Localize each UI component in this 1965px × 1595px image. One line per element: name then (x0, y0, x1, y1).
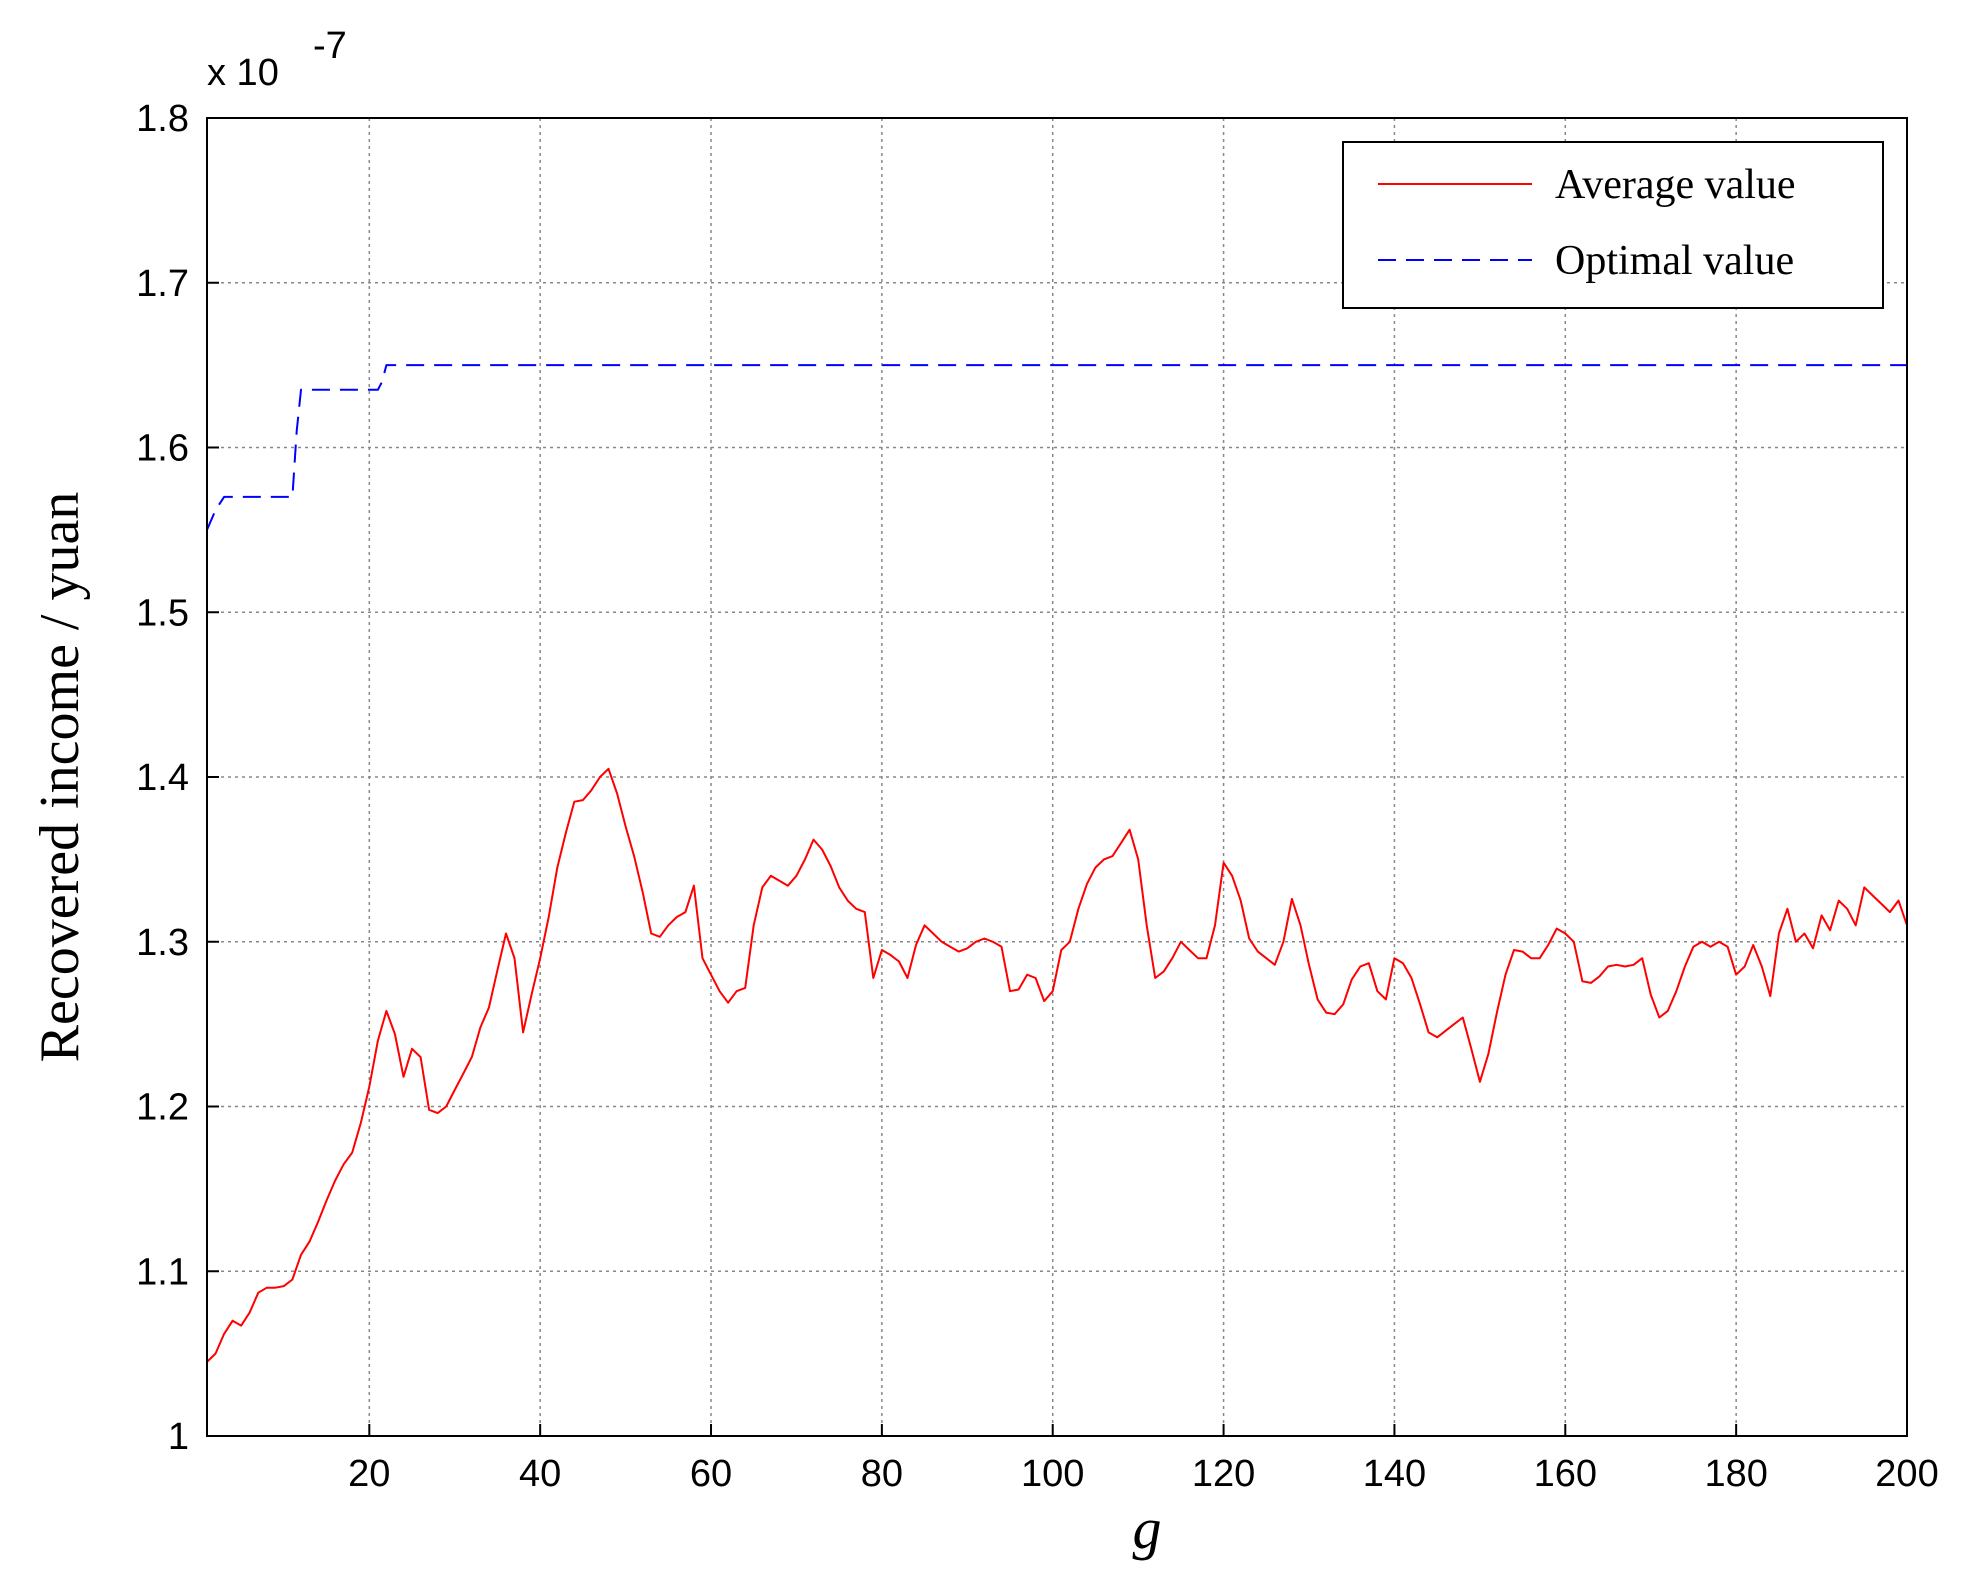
x-tick-label-0: 20 (348, 1453, 390, 1495)
x-tick-label-5: 120 (1192, 1453, 1255, 1495)
y-exponent-power: -7 (313, 25, 347, 67)
y-tick-label-3: 1.3 (136, 922, 189, 964)
legend: Average value Optimal value (1342, 141, 1884, 309)
x-tick-label-1: 40 (519, 1453, 561, 1495)
y-tick-label-4: 1.4 (136, 757, 189, 799)
y-tick-label-0: 1 (168, 1416, 189, 1458)
y-tick-label-6: 1.6 (136, 428, 189, 470)
x-tick-label-9: 200 (1875, 1453, 1938, 1495)
x-tick-label-3: 80 (861, 1453, 903, 1495)
x-axis-label: g (1133, 1496, 1162, 1561)
x-tick-label-4: 100 (1021, 1453, 1084, 1495)
series-optimal-value (206, 364, 1907, 531)
series-layer (206, 364, 1908, 1363)
x-tick-label-6: 140 (1363, 1453, 1426, 1495)
legend-label-average: Average value (1555, 162, 1796, 208)
series-average-value (206, 767, 1908, 1363)
y-tick-label-7: 1.7 (136, 263, 189, 305)
x-tick-label-7: 160 (1534, 1453, 1597, 1495)
y-exponent-base: x 10 (207, 52, 279, 94)
y-tick-label-2: 1.2 (136, 1087, 189, 1129)
legend-box (1342, 141, 1884, 309)
y-tick-label-1: 1.1 (136, 1251, 189, 1293)
y-tick-label-5: 1.5 (136, 592, 189, 634)
y-axis-label: Recovered income / yuan (29, 492, 91, 1063)
x-tick-label-2: 60 (690, 1453, 732, 1495)
x-tick-label-8: 180 (1704, 1453, 1767, 1495)
ticks: 20 40 60 80 100 120 140 160 180 200 1 1.1 1.2 1.3 1.4 1… (136, 98, 1939, 1495)
legend-label-optimal: Optimal value (1555, 238, 1794, 284)
y-tick-label-8: 1.8 (136, 98, 189, 140)
